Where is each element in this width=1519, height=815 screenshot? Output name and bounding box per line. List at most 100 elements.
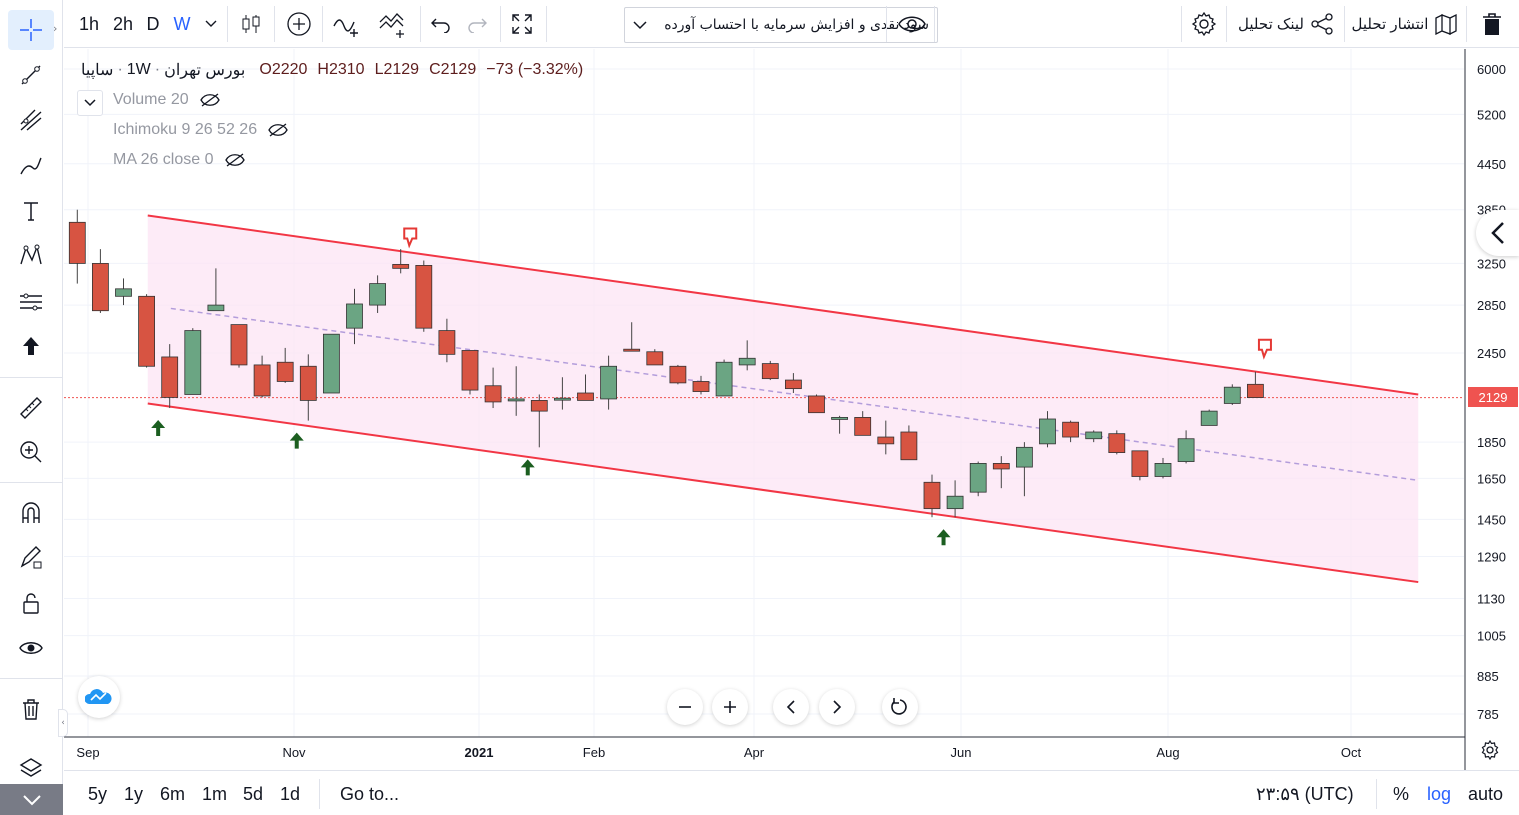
candle[interactable]: [68, 221, 86, 264]
candle[interactable]: [1085, 431, 1103, 440]
publish-button[interactable]: انتشار تحلیل: [1350, 0, 1460, 48]
lock-drawings[interactable]: [8, 583, 54, 623]
candle[interactable]: [299, 365, 317, 401]
visibility-button[interactable]: [892, 0, 932, 48]
zoom-out-button[interactable]: [667, 689, 703, 725]
right-panel-toggle[interactable]: [1476, 210, 1519, 256]
candle[interactable]: [1200, 410, 1218, 426]
chart-type-button[interactable]: [234, 0, 268, 48]
candle[interactable]: [992, 463, 1010, 470]
candle[interactable]: [1131, 450, 1149, 477]
chart-canvas[interactable]: 6000520044503850325028502450185016501450…: [64, 49, 1519, 770]
range-1y[interactable]: 1y: [124, 783, 144, 804]
range-1d[interactable]: 1d: [280, 783, 301, 804]
sell-thumbs-down-marker[interactable]: [403, 227, 418, 249]
left-panel-handle[interactable]: ‹: [58, 709, 68, 737]
remove-drawings[interactable]: [8, 689, 54, 729]
eye-off-icon[interactable]: [199, 92, 221, 108]
candle[interactable]: [669, 365, 687, 384]
candle[interactable]: [230, 324, 248, 366]
candle[interactable]: [946, 495, 964, 510]
candle[interactable]: [322, 333, 340, 394]
buy-arrow-marker[interactable]: [151, 420, 166, 437]
brand-logo[interactable]: [78, 676, 120, 718]
candle[interactable]: [115, 288, 132, 297]
range-6m[interactable]: 6m: [160, 783, 186, 804]
settings-button[interactable]: [1186, 0, 1222, 48]
indicator-ma[interactable]: MA 26 close 0: [113, 151, 246, 169]
delete-button[interactable]: [1474, 0, 1510, 48]
buy-arrow-marker[interactable]: [520, 459, 535, 476]
candle[interactable]: [392, 264, 410, 269]
interval-w[interactable]: W: [173, 13, 191, 34]
channel-median-line[interactable]: [170, 307, 1419, 482]
interval-1h[interactable]: 1h: [78, 13, 100, 34]
candle[interactable]: [715, 361, 733, 397]
prediction-tool[interactable]: [8, 282, 54, 322]
range-5y[interactable]: 5y: [88, 783, 108, 804]
ruler-tool[interactable]: [8, 388, 54, 428]
magnet-tool[interactable]: [8, 493, 54, 533]
candle[interactable]: [1039, 418, 1056, 445]
channel-lower-line[interactable]: [147, 402, 1419, 584]
candle[interactable]: [784, 379, 802, 390]
candle[interactable]: [623, 348, 641, 352]
fibonacci-tool[interactable]: [8, 100, 54, 140]
candle[interactable]: [900, 431, 918, 461]
candle[interactable]: [646, 351, 664, 366]
legend-collapse-button[interactable]: [77, 90, 103, 116]
candle[interactable]: [1223, 386, 1241, 404]
range-1m[interactable]: 1m: [202, 783, 228, 804]
candle[interactable]: [854, 417, 872, 436]
candle[interactable]: [600, 365, 617, 400]
symbol-name[interactable]: ساپیا: [81, 62, 114, 79]
brush-tool[interactable]: [8, 146, 54, 186]
candle[interactable]: [969, 463, 987, 493]
sell-thumbs-down-marker[interactable]: [1257, 338, 1272, 360]
goto-date-button[interactable]: Go to...: [340, 783, 400, 804]
buy-arrow-marker[interactable]: [936, 529, 951, 546]
candle[interactable]: [692, 381, 710, 392]
object-tree[interactable]: [8, 748, 54, 788]
log-scale-toggle[interactable]: log: [1427, 783, 1452, 804]
collapse-toolbar-button[interactable]: [0, 784, 63, 815]
indicators-button[interactable]: [328, 0, 366, 48]
eye-off-icon[interactable]: [267, 122, 289, 138]
scroll-left-button[interactable]: [773, 689, 809, 725]
share-link-button[interactable]: لینک تحلیل: [1232, 0, 1340, 48]
hide-drawings[interactable]: [8, 628, 54, 668]
crosshair-tool[interactable]: [8, 10, 54, 50]
stay-in-drawing-mode[interactable]: [8, 537, 54, 577]
candle[interactable]: [1015, 446, 1033, 468]
candle[interactable]: [553, 397, 571, 401]
candle[interactable]: [1062, 421, 1079, 438]
candle[interactable]: [831, 417, 848, 420]
reset-chart-button[interactable]: [882, 689, 918, 725]
candle[interactable]: [1154, 463, 1172, 477]
candle[interactable]: [1108, 433, 1126, 453]
arrow-tool[interactable]: [8, 326, 54, 366]
candle[interactable]: [138, 295, 155, 367]
compare-button[interactable]: [281, 0, 317, 48]
candle[interactable]: [161, 356, 179, 398]
fullscreen-button[interactable]: [506, 0, 538, 48]
range-5d[interactable]: 5d: [243, 783, 264, 804]
templates-button[interactable]: [374, 0, 412, 48]
chart-pane[interactable]: 6000520044503850325028502450185016501450…: [58, 49, 1519, 815]
candle[interactable]: [369, 283, 386, 306]
candle[interactable]: [184, 330, 202, 395]
candle[interactable]: [1177, 438, 1195, 462]
candle[interactable]: [877, 436, 895, 445]
indicator-volume[interactable]: Volume 20: [113, 91, 221, 109]
interval-2h[interactable]: 2h: [112, 13, 134, 34]
candle[interactable]: [438, 330, 456, 355]
eye-off-icon[interactable]: [224, 152, 246, 168]
candle[interactable]: [253, 364, 271, 397]
candle[interactable]: [577, 392, 594, 401]
candle[interactable]: [415, 264, 433, 329]
candle[interactable]: [91, 263, 109, 312]
text-tool[interactable]: [8, 191, 54, 231]
percent-scale-toggle[interactable]: %: [1393, 783, 1410, 804]
candle[interactable]: [761, 363, 779, 380]
candle[interactable]: [507, 398, 525, 402]
